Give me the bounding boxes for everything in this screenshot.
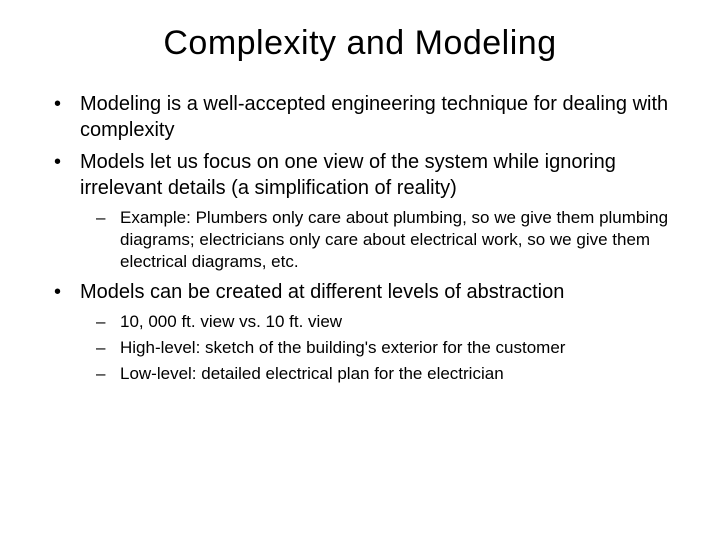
- list-item: Models can be created at different level…: [40, 279, 680, 385]
- bullet-text: Models let us focus on one view of the s…: [80, 151, 616, 199]
- sub-bullet-text: Low-level: detailed electrical plan for …: [120, 364, 504, 383]
- sub-bullet-text: 10, 000 ft. view vs. 10 ft. view: [120, 312, 342, 331]
- bullet-text: Modeling is a well-accepted engineering …: [80, 93, 668, 141]
- list-item: High-level: sketch of the building's ext…: [80, 337, 680, 359]
- bullet-text: Models can be created at different level…: [80, 281, 564, 303]
- list-item: Example: Plumbers only care about plumbi…: [80, 207, 680, 273]
- sub-bullet-list: Example: Plumbers only care about plumbi…: [80, 207, 680, 273]
- sub-bullet-text: High-level: sketch of the building's ext…: [120, 338, 565, 357]
- sub-bullet-list: 10, 000 ft. view vs. 10 ft. view High-le…: [80, 311, 680, 385]
- list-item: Low-level: detailed electrical plan for …: [80, 363, 680, 385]
- sub-bullet-text: Example: Plumbers only care about plumbi…: [120, 208, 668, 271]
- list-item: Models let us focus on one view of the s…: [40, 149, 680, 273]
- slide-title: Complexity and Modeling: [40, 24, 680, 63]
- list-item: Modeling is a well-accepted engineering …: [40, 91, 680, 143]
- list-item: 10, 000 ft. view vs. 10 ft. view: [80, 311, 680, 333]
- bullet-list: Modeling is a well-accepted engineering …: [40, 91, 680, 386]
